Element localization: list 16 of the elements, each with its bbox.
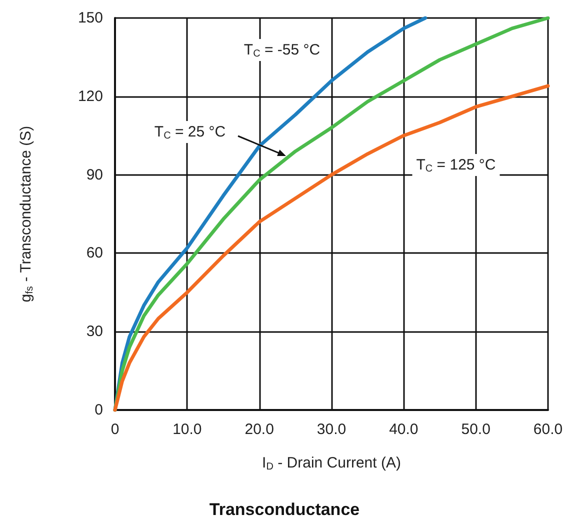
x-tick-label: 0 (110, 421, 120, 438)
y-tick-label: 150 (78, 10, 103, 26)
x-tick-label: 40.0 (389, 421, 418, 438)
x-tick-label: 30.0 (316, 421, 346, 438)
y-tick-label: 30 (86, 323, 103, 340)
line-series (113, 16, 550, 412)
x-tick-label: 50.0 (461, 421, 490, 438)
y-tick-label: 0 (94, 402, 103, 418)
y-tick-label: 60 (86, 244, 103, 262)
y-axis-title: gfs - Transconductance (S) (18, 126, 36, 302)
x-tick-label: 20.0 (244, 421, 274, 438)
text: Transconductance (209, 500, 360, 519)
y-tick-label: 120 (78, 88, 103, 105)
x-tick-label: 60.0 (533, 421, 563, 438)
x-tick-label: 10.0 (172, 421, 202, 438)
y-tick-label: 90 (86, 166, 103, 184)
